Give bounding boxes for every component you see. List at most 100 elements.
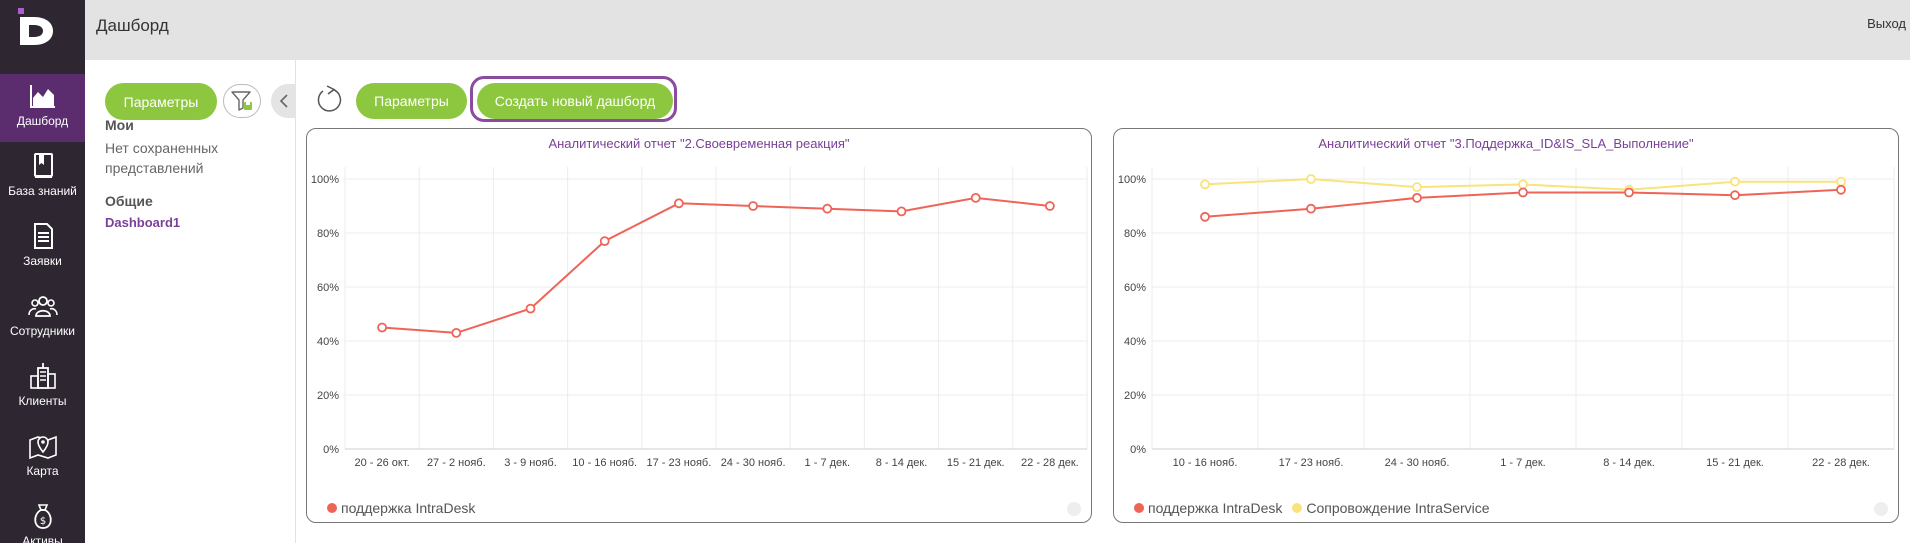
y-tick-label: 20% xyxy=(317,390,339,402)
chart-title: Аналитический отчет "3.Поддержка_ID&IS_S… xyxy=(1318,136,1694,151)
nav-item-label: Сотрудники xyxy=(10,324,75,338)
chart-panel-2: Аналитический отчет "3.Поддержка_ID&IS_S… xyxy=(1113,128,1899,523)
x-tick-label: 24 - 30 нояб. xyxy=(1385,457,1450,469)
x-tick-label: 24 - 30 нояб. xyxy=(721,457,786,469)
line-chart: 0% 20% 40% 60% 80% 100% 20 - 26 окт. 27 - 2 ноя… xyxy=(311,167,1088,469)
legend-marker xyxy=(1292,503,1303,513)
x-tick-label: 10 - 16 нояб. xyxy=(572,457,637,469)
chart-panel-1: Аналитический отчет "2.Своевременная реа… xyxy=(306,128,1092,523)
left-nav: Дашборд База знаний Заявки Сотрудники Клиент… xyxy=(0,0,85,543)
document-icon xyxy=(28,222,58,250)
nav-item-label: Активы xyxy=(22,534,63,543)
legend-item[interactable]: поддержка IntraDesk xyxy=(327,500,475,516)
x-tick-label: 17 - 23 нояб. xyxy=(646,457,711,469)
y-tick-label: 20% xyxy=(1124,390,1146,402)
data-point xyxy=(1412,182,1422,192)
y-tick-label: 40% xyxy=(317,336,339,348)
data-point xyxy=(1518,179,1528,190)
nav-item-label: Карта xyxy=(26,464,59,478)
legend-item[interactable]: Сопровождение IntraService xyxy=(1292,500,1490,516)
data-point xyxy=(1518,187,1528,198)
x-tick-label: 8 - 14 дек. xyxy=(1603,457,1655,469)
y-tick-label: 100% xyxy=(1118,174,1146,186)
x-tick-label: 3 - 9 нояб. xyxy=(504,457,557,469)
legend-label: поддержка IntraDesk xyxy=(1148,500,1283,516)
x-tick-label: 8 - 14 дек. xyxy=(876,457,928,469)
data-point xyxy=(525,303,536,314)
x-tick-label: 15 - 21 дек. xyxy=(1706,457,1764,469)
map-pin-icon xyxy=(28,432,58,460)
data-point xyxy=(1836,176,1846,187)
logo-icon[interactable] xyxy=(16,8,58,46)
panel-resize-handle[interactable] xyxy=(1874,502,1888,516)
header: Дашборд Выход xyxy=(85,0,1910,60)
x-tick-label: 15 - 21 дек. xyxy=(947,457,1005,469)
y-tick-label: 80% xyxy=(317,228,339,240)
y-tick-label: 60% xyxy=(317,282,339,294)
data-point xyxy=(1306,174,1316,184)
data-point xyxy=(1306,203,1316,214)
data-point xyxy=(970,193,981,203)
side-params-button[interactable]: Параметры xyxy=(105,83,217,120)
nav-item-1[interactable]: База знаний xyxy=(0,144,85,212)
nav-item-3[interactable]: Сотрудники xyxy=(0,284,85,352)
chart-area-icon xyxy=(28,82,58,110)
data-point xyxy=(822,203,833,214)
data-point xyxy=(1730,190,1740,201)
nav-item-0[interactable]: Дашборд xyxy=(0,74,85,142)
buildings-icon xyxy=(28,362,58,390)
chart-legend: поддержка IntraDesk Сопровождение IntraSe… xyxy=(1134,500,1500,516)
y-tick-label: 0% xyxy=(323,444,339,456)
y-tick-label: 80% xyxy=(1124,228,1146,240)
refresh-button[interactable] xyxy=(315,84,345,114)
legend-label: Сопровождение IntraService xyxy=(1306,500,1490,516)
x-tick-label: 10 - 16 нояб. xyxy=(1173,457,1238,469)
nav-item-6[interactable]: $ Активы xyxy=(0,494,85,543)
dashboard1-link[interactable]: Dashboard1 xyxy=(105,215,181,230)
panel-resize-handle[interactable] xyxy=(1067,502,1081,516)
data-point xyxy=(1045,201,1055,211)
page-title: Дашборд xyxy=(96,16,169,35)
nav-item-2[interactable]: Заявки xyxy=(0,214,85,282)
data-point xyxy=(1730,176,1740,187)
legend-marker xyxy=(327,503,337,513)
legend-marker xyxy=(1134,503,1144,513)
data-point xyxy=(599,236,610,246)
money-bag-icon: $ xyxy=(28,502,58,530)
data-point xyxy=(451,327,462,338)
data-point xyxy=(1836,184,1846,195)
x-tick-label: 17 - 23 нояб. xyxy=(1279,457,1344,469)
x-tick-label: 20 - 26 окт. xyxy=(354,457,409,469)
create-dashboard-button[interactable]: Создать новый дашборд xyxy=(477,83,673,119)
y-tick-label: 60% xyxy=(1124,282,1146,294)
params-button[interactable]: Параметры xyxy=(356,83,467,119)
x-tick-label: 1 - 7 дек. xyxy=(805,457,850,469)
x-tick-label: 22 - 28 дек. xyxy=(1812,457,1870,469)
nav-item-5[interactable]: Карта xyxy=(0,424,85,492)
x-tick-label: 22 - 28 дек. xyxy=(1021,457,1079,469)
data-point xyxy=(748,201,759,211)
data-point xyxy=(896,206,907,217)
chart-title: Аналитический отчет "2.Своевременная реа… xyxy=(548,136,850,151)
nav-item-label: Дашборд xyxy=(16,114,69,128)
users-icon xyxy=(27,292,58,320)
svg-text:$: $ xyxy=(39,516,45,527)
series-line xyxy=(382,196,1051,334)
y-tick-label: 100% xyxy=(311,174,339,186)
save-filter-button[interactable] xyxy=(223,84,261,118)
data-point xyxy=(1200,179,1210,190)
book-icon xyxy=(28,152,58,180)
logout-link[interactable]: Выход xyxy=(1867,16,1906,31)
collapse-panel-button[interactable] xyxy=(271,84,296,118)
legend-item[interactable]: поддержка IntraDesk xyxy=(1134,500,1282,516)
chart-legend: поддержка IntraDesk xyxy=(327,500,485,516)
nav-item-label: Заявки xyxy=(23,254,62,268)
x-tick-label: 1 - 7 дек. xyxy=(1500,457,1545,469)
nav-item-4[interactable]: Клиенты xyxy=(0,354,85,422)
views-panel: Параметры Мои Нет сохраненных представле… xyxy=(85,60,296,543)
data-point xyxy=(1624,187,1634,198)
no-saved-views-text: Нет сохраненных представлений xyxy=(105,140,219,176)
x-tick-label: 27 - 2 нояб. xyxy=(427,457,486,469)
y-tick-label: 40% xyxy=(1124,336,1146,348)
